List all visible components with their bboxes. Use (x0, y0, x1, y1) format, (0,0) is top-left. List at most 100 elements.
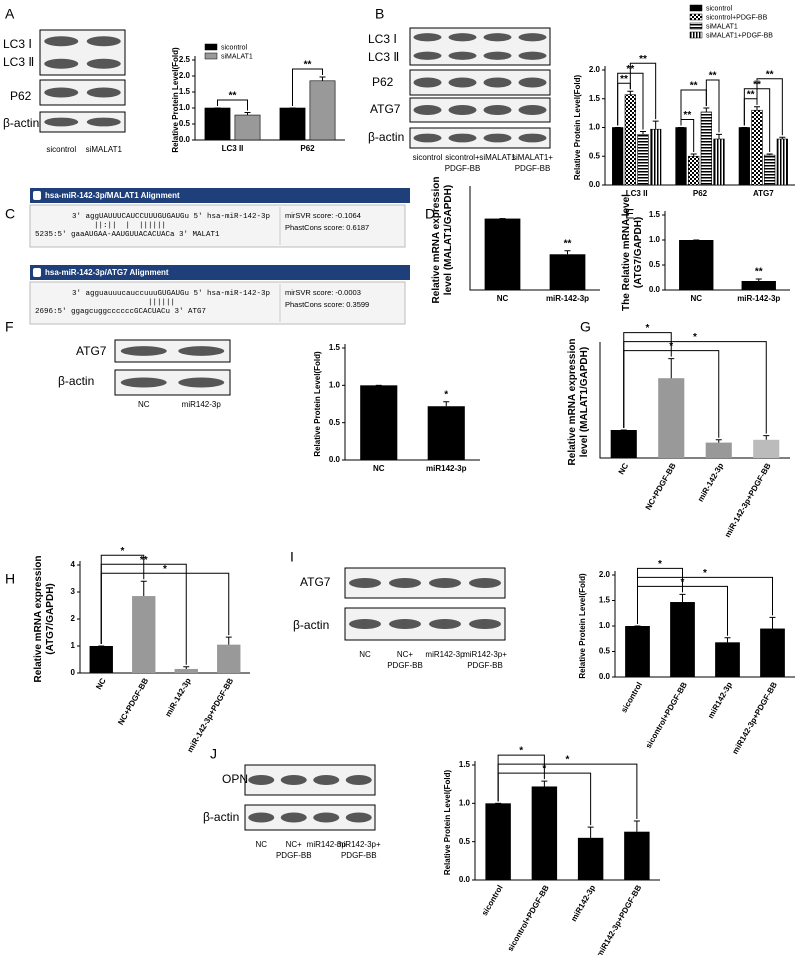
y-tick-label: 2.0 (179, 71, 191, 80)
x-tick-label: LC3 II (222, 144, 244, 153)
lane-label-line: PDGF-BB (467, 661, 503, 670)
x-tick-label: NC+PDGF-BB (644, 461, 678, 511)
lane-label-line: sicontrol+ (445, 153, 480, 162)
legend-swatch (689, 4, 703, 12)
blot-band (349, 578, 381, 588)
panel-letter: J (210, 746, 217, 762)
alignment-target: 5235:5' gaaAUGAA-AAUGUUACACUACa 3' MALAT… (35, 231, 220, 239)
bar (738, 127, 750, 186)
bar (753, 439, 780, 458)
y-tick-label: 2.0 (599, 570, 611, 579)
significance-bracket (100, 554, 145, 644)
blot-band (483, 77, 512, 88)
x-tick-label: miR-142-3p (546, 294, 589, 303)
lane-label: NC (359, 650, 371, 659)
lane-label-line: sicontrol (46, 145, 76, 154)
alignment-icon (33, 191, 41, 200)
alignment-score: mirSVR score: -0.0003 (285, 288, 361, 297)
significance-bracket (623, 332, 672, 428)
blot-band (483, 133, 512, 143)
lane-label-line: PDGF-BB (445, 164, 481, 173)
significance-label: * (163, 564, 167, 575)
bar (89, 646, 113, 673)
alignment-mirna: 3' aggUAUUUCAUCCUUUGUGAUGu 5' hsa-miR-14… (72, 213, 270, 221)
y-axis-label-line: Relative Protein Level(Fold) (573, 74, 582, 180)
blot-membrane (39, 29, 126, 76)
blot-band (518, 51, 547, 60)
alignment-icon (33, 268, 41, 277)
y-tick-label: 0.0 (589, 180, 601, 189)
significance-bracket (705, 79, 720, 133)
x-tick-label: miR142-3p+PDGF-BB (730, 680, 779, 755)
y-axis-label: Relative Protein Level(Fold) (171, 47, 180, 153)
y-axis-label-line: Relative mRNA expression (567, 339, 578, 466)
y-tick-label: 0.0 (459, 875, 471, 884)
x-tick-label: P62 (300, 144, 315, 153)
error-bar (779, 136, 786, 139)
bar (776, 138, 788, 186)
bar (715, 642, 740, 677)
bar (610, 430, 637, 458)
blot-band (248, 775, 275, 785)
blot-band (483, 51, 512, 60)
blot-band (413, 33, 442, 42)
x-tick-label: miR-142-3p (163, 676, 192, 718)
panel-letter: B (375, 6, 384, 22)
error-bar (763, 435, 770, 440)
y-axis-label-line: The Relative mRNA level (621, 194, 632, 311)
lane-label-line: PDGF-BB (276, 851, 312, 860)
error-bar (640, 131, 646, 135)
panel-letter: A (5, 6, 15, 22)
significance-label: ** (683, 110, 691, 121)
alignment-mirna: 3' agguauuucauccuuuGUGAUGu 5' hsa-miR-14… (72, 290, 270, 298)
y-tick-label: 1.0 (589, 123, 601, 132)
bar (174, 668, 198, 673)
lane-label-line: NC (138, 400, 150, 409)
error-bar (679, 593, 686, 603)
y-axis-label-line: level (MALAT1/GAPDH) (443, 185, 454, 295)
significance-label: ** (747, 89, 755, 100)
error-bar (690, 153, 697, 157)
blot-band (120, 377, 167, 388)
lane-label-line: siMALAT1+ (512, 153, 553, 162)
y-tick-label: 1.0 (459, 798, 471, 807)
significance-bracket (100, 572, 230, 644)
y-axis-label-line: Relative Protein Level(Fold) (171, 47, 180, 153)
bar (484, 218, 521, 290)
blot-row-label: ATG7 (76, 344, 107, 358)
y-tick-label: 1.5 (599, 596, 611, 605)
blot-row-label: β-actin (293, 618, 329, 632)
blot-band (178, 346, 225, 356)
x-tick-label: miR142-3p (569, 883, 597, 923)
lane-label: NC+ PDGF-BB (276, 840, 312, 860)
blot-band (448, 105, 477, 115)
blot-row-label: P62 (10, 89, 32, 103)
blot-row-label: ATG7 (300, 575, 331, 589)
blot-row-label: ATG7 (370, 102, 401, 116)
y-tick-label: 1.5 (589, 94, 601, 103)
significance-bracket (637, 576, 773, 624)
y-axis-label: Relative Protein Level(Fold) (443, 769, 452, 875)
bar (577, 837, 604, 880)
bar (531, 786, 558, 880)
panel-letter: F (5, 319, 14, 335)
blot-band (44, 36, 79, 47)
legend-label: sicontrol (221, 44, 248, 51)
blot-band (120, 346, 167, 356)
lane-label: sicontrol+ PDGF-BB (445, 153, 481, 173)
lane-label-line: miR142-3p+ (463, 650, 507, 659)
x-tick-label: miR142-3p (426, 464, 467, 473)
x-tick-label: NC (617, 461, 631, 476)
lane-label-line: miR142-3p (307, 840, 347, 849)
y-tick-label: 4 (71, 560, 76, 569)
blot-row-label: P62 (372, 75, 394, 89)
y-tick-label: 1.0 (179, 103, 191, 112)
panel-letter: D (425, 206, 435, 222)
error-bar (443, 401, 450, 407)
lane-label: sicontrol (46, 145, 76, 154)
y-tick-label: 0.5 (329, 418, 341, 427)
legend-swatch (204, 52, 218, 60)
bar (658, 378, 685, 458)
y-tick-label: 1.5 (459, 760, 471, 769)
error-bar (225, 636, 232, 645)
